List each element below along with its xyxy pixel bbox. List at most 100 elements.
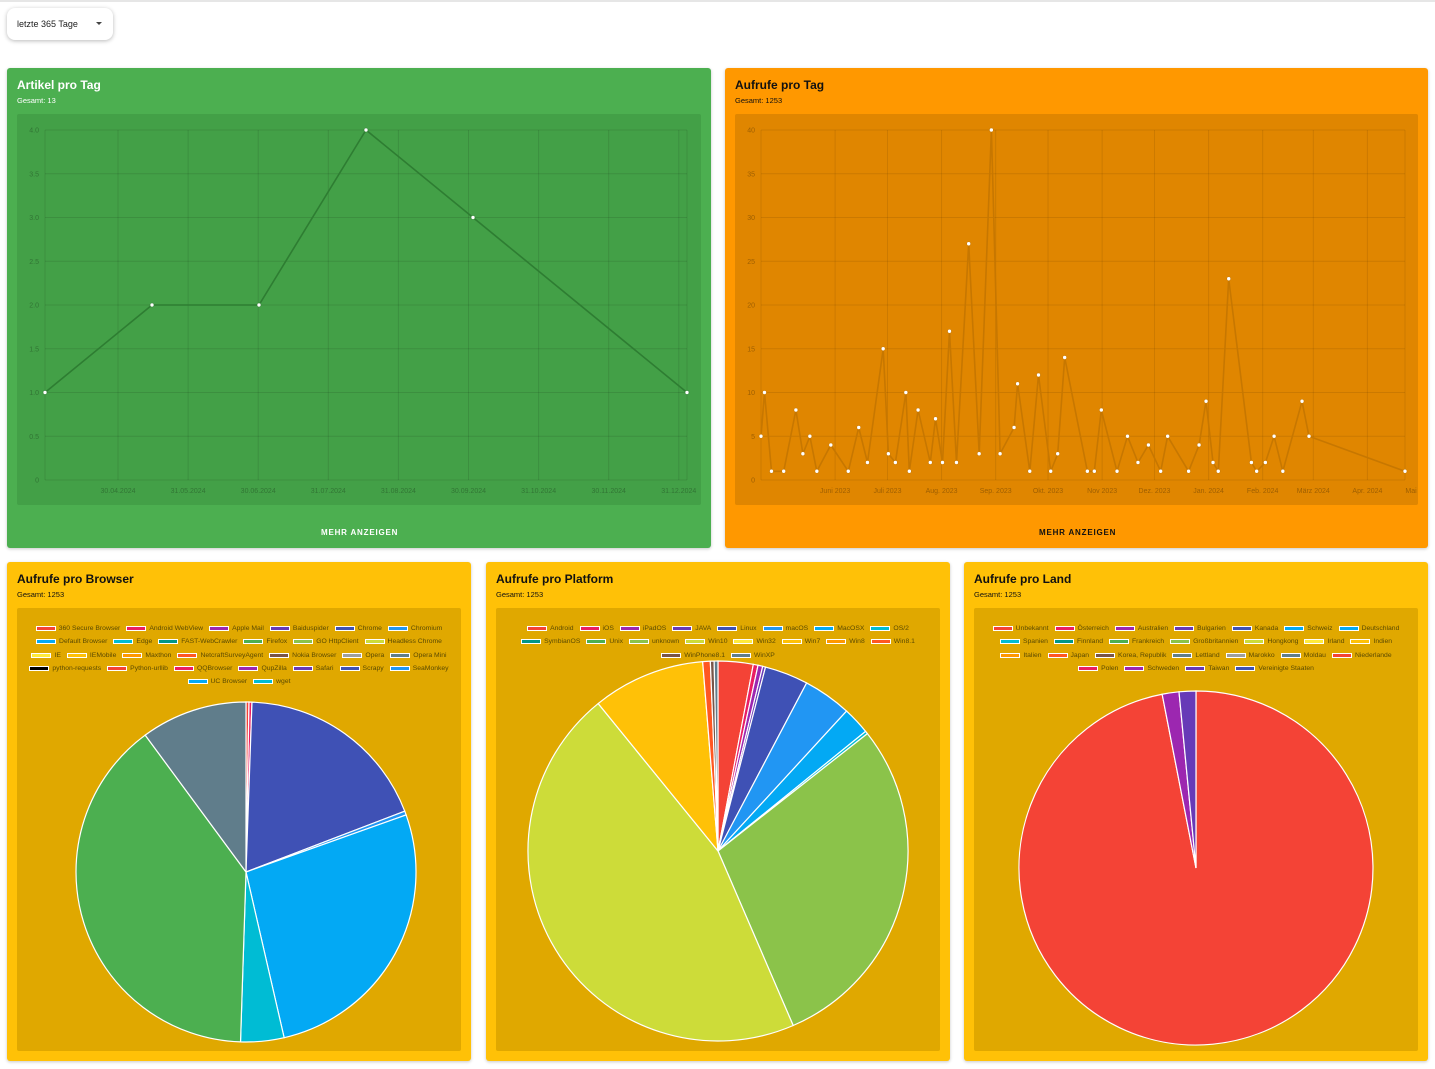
platform-legend-item[interactable]: iOS bbox=[579, 622, 614, 635]
articles-data-point[interactable] bbox=[256, 302, 262, 308]
views-data-point[interactable] bbox=[828, 442, 834, 448]
views-data-point[interactable] bbox=[1226, 276, 1232, 282]
views-data-point[interactable] bbox=[947, 328, 952, 334]
browser-legend-item[interactable]: Opera Mini bbox=[390, 649, 447, 662]
platform-legend-item[interactable]: iPadOS bbox=[619, 622, 666, 635]
browser-pie-slice[interactable] bbox=[245, 701, 406, 873]
platform-legend-item[interactable]: MacOSX bbox=[814, 622, 864, 635]
browser-legend-item[interactable]: FAST-WebCrawler bbox=[158, 635, 237, 648]
views-data-point[interactable] bbox=[1125, 433, 1130, 439]
articles-more-button[interactable]: MEHR ANZEIGEN bbox=[321, 528, 399, 537]
browser-legend-item[interactable]: Python-urllib bbox=[107, 662, 168, 675]
articles-data-point[interactable] bbox=[149, 302, 155, 308]
views-data-point[interactable] bbox=[1280, 468, 1286, 474]
platform-legend-item[interactable]: SymbianOS bbox=[521, 635, 580, 648]
country-legend-item[interactable]: Vereinigte Staaten bbox=[1235, 662, 1314, 675]
views-data-point[interactable] bbox=[1055, 451, 1060, 457]
views-data-point[interactable] bbox=[1027, 468, 1033, 474]
views-data-point[interactable] bbox=[927, 460, 933, 465]
browser-legend-item[interactable]: Chromium bbox=[387, 622, 442, 635]
articles-data-point[interactable] bbox=[470, 215, 476, 220]
browser-legend-item[interactable]: Scrapy bbox=[339, 662, 384, 675]
views-data-point[interactable] bbox=[1085, 468, 1090, 474]
browser-legend-item[interactable]: SeaMonkey bbox=[389, 662, 449, 675]
country-legend-item[interactable]: Spanien bbox=[999, 635, 1048, 648]
views-data-point[interactable] bbox=[1048, 468, 1054, 474]
views-data-point[interactable] bbox=[1196, 442, 1202, 448]
views-more-button[interactable]: MEHR ANZEIGEN bbox=[1039, 528, 1117, 537]
views-data-point[interactable] bbox=[1263, 460, 1268, 465]
views-data-point[interactable] bbox=[800, 451, 806, 457]
browser-legend-item[interactable]: NetcraftSurveyAgent bbox=[177, 649, 263, 662]
browser-legend-item[interactable]: Safari bbox=[292, 662, 334, 675]
views-data-point[interactable] bbox=[989, 127, 994, 133]
platform-pie-slice[interactable] bbox=[717, 732, 909, 1027]
views-data-point[interactable] bbox=[966, 241, 971, 247]
platform-legend-item[interactable]: JAVA bbox=[672, 622, 711, 635]
browser-pie-slice[interactable] bbox=[75, 734, 247, 1043]
browser-legend-item[interactable]: Headless Chrome bbox=[364, 635, 442, 648]
browser-legend-item[interactable]: Firefox bbox=[243, 635, 287, 648]
country-legend-item[interactable]: Österreich bbox=[1054, 622, 1109, 635]
browser-legend-item[interactable]: QupZilla bbox=[238, 662, 287, 675]
browser-legend-item[interactable]: Apple Mail bbox=[209, 622, 264, 635]
views-data-point[interactable] bbox=[1146, 442, 1151, 448]
browser-legend-item[interactable]: UC Browser bbox=[187, 675, 247, 688]
views-data-point[interactable] bbox=[907, 468, 912, 474]
views-data-point[interactable] bbox=[758, 433, 764, 439]
views-data-point[interactable] bbox=[769, 468, 774, 474]
browser-legend-item[interactable]: Maxthon bbox=[122, 649, 171, 662]
browser-pie-slice[interactable] bbox=[245, 814, 417, 1039]
country-legend-item[interactable]: Italien bbox=[1000, 649, 1042, 662]
views-data-point[interactable] bbox=[1015, 381, 1020, 387]
platform-legend-item[interactable]: Unix bbox=[586, 635, 623, 648]
views-data-point[interactable] bbox=[1099, 407, 1104, 413]
views-data-point[interactable] bbox=[856, 425, 862, 430]
country-legend-item[interactable]: Marokko bbox=[1225, 649, 1275, 662]
views-data-point[interactable] bbox=[781, 468, 786, 474]
country-pie-slice[interactable] bbox=[1178, 690, 1197, 869]
platform-pie-slice[interactable] bbox=[713, 660, 719, 852]
articles-data-point[interactable] bbox=[42, 390, 48, 395]
articles-data-point[interactable] bbox=[684, 390, 690, 395]
platform-legend-item[interactable]: WinXP bbox=[731, 649, 775, 662]
views-data-point[interactable] bbox=[1114, 468, 1120, 474]
country-legend-item[interactable]: Australien bbox=[1114, 622, 1168, 635]
views-data-point[interactable] bbox=[1092, 468, 1097, 474]
period-select[interactable]: letzte 365 Tage bbox=[7, 8, 113, 40]
country-legend-item[interactable]: Indien bbox=[1350, 635, 1392, 648]
country-legend-item[interactable]: Moldau bbox=[1280, 649, 1326, 662]
country-legend-item[interactable]: Finnland bbox=[1053, 635, 1103, 648]
country-legend-item[interactable]: Hongkong bbox=[1244, 635, 1298, 648]
views-data-point[interactable] bbox=[1254, 468, 1259, 474]
browser-legend-item[interactable]: Default Browser bbox=[36, 635, 107, 648]
views-data-point[interactable] bbox=[1271, 433, 1277, 439]
views-data-point[interactable] bbox=[845, 468, 851, 474]
browser-legend-item[interactable]: IE bbox=[31, 649, 61, 662]
platform-legend-item[interactable]: OS/2 bbox=[870, 622, 909, 635]
views-data-point[interactable] bbox=[954, 460, 959, 465]
platform-legend-item[interactable]: Win8.1 bbox=[870, 635, 915, 648]
views-data-point[interactable] bbox=[1165, 433, 1170, 439]
country-legend-item[interactable]: Bulgarien bbox=[1174, 622, 1226, 635]
country-legend-item[interactable]: Schweiz bbox=[1284, 622, 1333, 635]
country-legend-item[interactable]: Polen bbox=[1078, 662, 1118, 675]
platform-legend-item[interactable]: Win7 bbox=[781, 635, 820, 648]
browser-pie-slice[interactable] bbox=[144, 701, 247, 874]
browser-legend-item[interactable]: Opera bbox=[342, 649, 384, 662]
country-legend-item[interactable]: Korea, Republik bbox=[1095, 649, 1166, 662]
country-legend-item[interactable]: Unbekannt bbox=[992, 622, 1049, 635]
views-data-point[interactable] bbox=[880, 346, 886, 352]
country-legend-item[interactable]: Irland bbox=[1304, 635, 1344, 648]
views-data-point[interactable] bbox=[886, 451, 891, 457]
browser-legend-item[interactable]: wget bbox=[253, 675, 291, 688]
platform-pie-slice[interactable] bbox=[527, 702, 794, 1042]
country-legend-item[interactable]: Taiwan bbox=[1185, 662, 1229, 675]
views-data-point[interactable] bbox=[1306, 433, 1312, 439]
views-data-point[interactable] bbox=[1249, 460, 1254, 465]
platform-legend-item[interactable]: Win8 bbox=[826, 635, 865, 648]
platform-legend-item[interactable]: WinPhone8.1 bbox=[661, 649, 725, 662]
country-legend-item[interactable]: Niederlande bbox=[1331, 649, 1392, 662]
views-data-point[interactable] bbox=[933, 416, 938, 422]
country-legend-item[interactable]: Frankreich bbox=[1109, 635, 1164, 648]
